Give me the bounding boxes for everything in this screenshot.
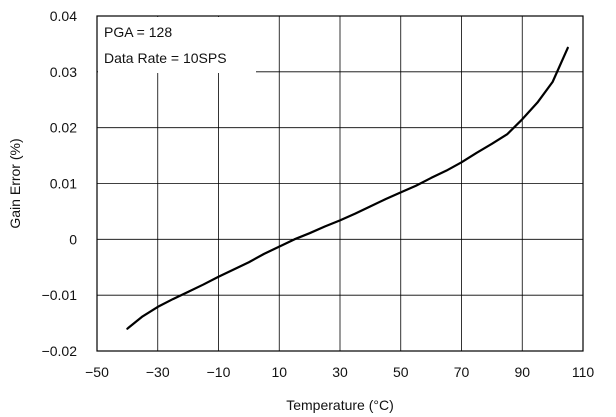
y-tick-label: 0.03 (50, 64, 77, 80)
y-tick-label: 0.04 (50, 8, 77, 24)
x-axis-title: Temperature (°C) (286, 397, 394, 413)
x-tick-label: 30 (332, 364, 348, 380)
x-tick-label: 90 (514, 364, 530, 380)
plot-frame (96, 15, 584, 352)
x-tick-label: −30 (146, 364, 170, 380)
annotation-data-rate: Data Rate = 10SPS (104, 50, 227, 66)
y-tick-label: −0.02 (42, 343, 78, 359)
x-tick-label: 10 (271, 364, 287, 380)
gain-error-series-line (126, 46, 569, 330)
y-tick-label: 0 (69, 231, 77, 247)
x-tick-label: 50 (393, 364, 409, 380)
plot-border (96, 15, 584, 352)
annotation-box-bg (98, 17, 256, 73)
y-tick-label: −0.01 (42, 287, 78, 303)
series-layer (126, 46, 569, 330)
y-tick-label: 0.02 (50, 120, 77, 136)
annotation-pga: PGA = 128 (104, 24, 172, 40)
y-tick-label: 0.01 (50, 176, 77, 192)
x-tick-label: 70 (454, 364, 470, 380)
tick-labels: −50 −30 −10 10 30 50 70 90 110 −0.02 −0.01 0 0.01 0.0… (42, 8, 595, 380)
x-tick-label: 110 (572, 364, 595, 380)
y-axis-title: Gain Error (%) (7, 138, 23, 228)
annotation-box: PGA = 128 Data Rate = 10SPS (98, 17, 256, 73)
x-tick-label: −50 (85, 364, 109, 380)
x-tick-label: −10 (207, 364, 231, 380)
